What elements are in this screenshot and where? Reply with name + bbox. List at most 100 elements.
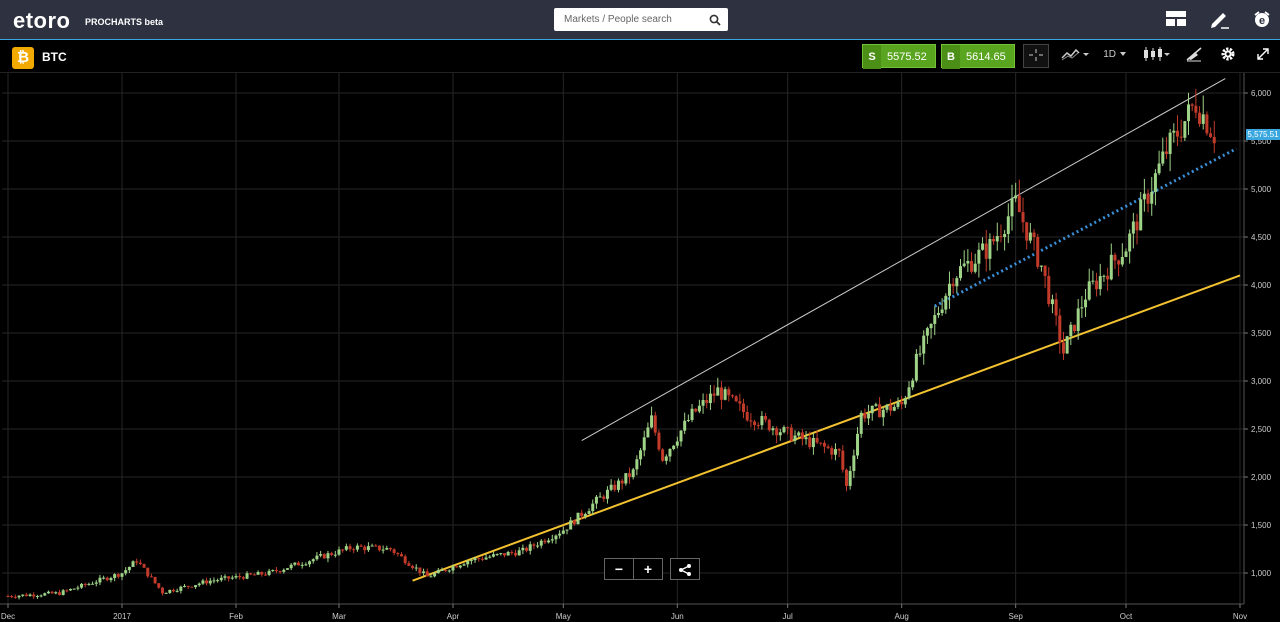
candle-body [1058, 315, 1062, 343]
candle-body [381, 549, 385, 551]
candle-body [385, 548, 389, 550]
fullscreen-button[interactable] [1250, 44, 1276, 68]
candle-body [738, 401, 742, 404]
candle-body [778, 432, 782, 436]
candle-body [495, 553, 499, 555]
candle-body [918, 353, 922, 355]
candle-body [1095, 280, 1099, 290]
candle-body [719, 387, 723, 400]
candle-body [469, 560, 473, 562]
y-tick-label: 1,000 [1251, 569, 1272, 578]
candle-body [723, 389, 727, 400]
price-chart[interactable]: 1,000 1,500 2,000 2,500 3,000 3,500 4,000 4,500… [0, 73, 1280, 622]
crosshair-button[interactable] [1023, 44, 1049, 68]
candle-body [24, 594, 28, 597]
candle-body [867, 413, 871, 419]
candle-body [171, 589, 175, 592]
candle-body [238, 576, 242, 578]
candle-body [1161, 151, 1165, 164]
candle-body [91, 583, 95, 585]
candle-body [436, 569, 440, 574]
instrument-symbol[interactable]: BTC [42, 50, 67, 64]
candle-body [190, 586, 194, 588]
y-tick-label: 2,000 [1251, 473, 1272, 482]
candle-body [348, 546, 352, 550]
search-box[interactable] [554, 8, 728, 31]
candle-body [366, 546, 370, 551]
candle-body [1017, 195, 1021, 213]
candle-body [359, 545, 363, 547]
indicators-button[interactable] [1056, 44, 1094, 68]
candle-body [355, 545, 359, 550]
candle-body [168, 589, 172, 593]
chart-type-button[interactable] [1138, 44, 1174, 68]
drawing-tools-button[interactable] [1181, 44, 1207, 68]
candle-body [65, 590, 69, 592]
candle-body [760, 416, 764, 426]
candle-body [451, 566, 455, 571]
candle-body [263, 574, 267, 576]
candle-body [1142, 193, 1146, 200]
share-icon [678, 561, 692, 577]
crosshair-icon [1028, 49, 1044, 62]
candle-body [602, 496, 606, 499]
candle-body [591, 503, 595, 512]
settings-button[interactable] [1215, 44, 1241, 68]
candle-body [815, 437, 819, 443]
timeframe-selector[interactable]: 1D [1099, 44, 1131, 68]
share-button[interactable] [670, 558, 700, 580]
candle-body [532, 544, 536, 546]
candle-body [1194, 105, 1198, 113]
candle-body [797, 432, 801, 436]
candle-body [616, 480, 620, 490]
candle-body [1120, 256, 1124, 265]
candle-body [966, 260, 970, 264]
search-input[interactable] [562, 8, 706, 31]
y-tick-label: 4,500 [1251, 233, 1272, 242]
pencil-icon[interactable] [1209, 9, 1231, 29]
candle-body [374, 545, 378, 547]
candle-body [672, 445, 676, 449]
zoom-out-button[interactable]: − [604, 558, 634, 580]
candle-body [811, 437, 815, 448]
candle-body [756, 425, 760, 427]
candle-body [594, 496, 598, 504]
upper-channel-line [581, 78, 1226, 441]
candle-body [344, 546, 348, 550]
candle-body [514, 552, 518, 556]
candle-body [800, 432, 804, 440]
candle-body [13, 596, 17, 598]
candle-body [326, 553, 330, 559]
candle-body [1157, 163, 1161, 174]
candle-body [988, 238, 992, 259]
candle-body [223, 576, 227, 578]
zoom-in-button[interactable]: + [633, 558, 663, 580]
candle-body [131, 561, 135, 567]
candlestick-series [6, 89, 1216, 600]
candle-body [227, 576, 231, 579]
candle-body [620, 480, 624, 484]
etoro-user-icon[interactable]: e [1251, 9, 1273, 29]
candle-body [819, 442, 823, 444]
sell-price: 5575.52 [887, 51, 927, 63]
search-icon[interactable] [709, 13, 721, 31]
candle-body [730, 395, 734, 397]
candle-body [565, 529, 569, 531]
candle-body [1010, 198, 1014, 217]
candle-body [234, 576, 238, 578]
candle-body [1139, 199, 1143, 231]
candle-body [587, 511, 591, 514]
candle-body [1084, 299, 1088, 308]
sell-button[interactable]: S 5575.52 [862, 44, 936, 69]
layout-icon[interactable] [1165, 9, 1187, 29]
buy-button[interactable]: B 5614.65 [941, 44, 1015, 69]
candle-body [80, 583, 84, 588]
etoro-logo[interactable]: etoro [13, 8, 71, 33]
candle-body [944, 295, 948, 310]
candle-body [278, 571, 282, 573]
candle-body [1054, 299, 1058, 316]
candle-body [1028, 232, 1032, 241]
candle-body [39, 595, 43, 597]
timeframe-label: 1D [1103, 49, 1116, 60]
candle-body [576, 512, 580, 525]
